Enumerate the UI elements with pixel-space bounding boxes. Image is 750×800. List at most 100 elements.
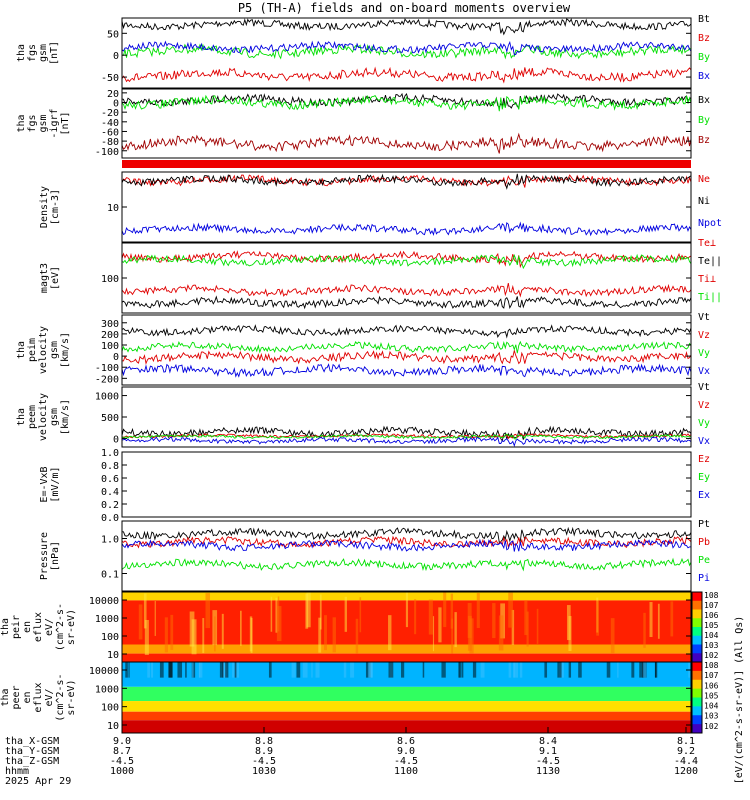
heatmap-streak	[225, 662, 229, 678]
heatmap-streak	[492, 603, 496, 639]
panel-fgs: 50 0 -50 tha fgs gsm [nT] Bt Bz By Bx	[16, 14, 710, 89]
x-row-value: 1130	[536, 766, 560, 777]
legend-Vx: Vx	[698, 366, 710, 377]
y-axis-label: [mV/m]	[50, 466, 61, 502]
heatmap-streak	[476, 593, 480, 629]
legend-Ti⊥: Ti⊥	[698, 274, 716, 285]
y-axis-label: tha	[0, 618, 11, 636]
heatmap-streak	[199, 662, 203, 678]
heatmap-streak	[249, 616, 253, 652]
y-axis-label: magt3	[39, 263, 50, 293]
y-tick-label: 100	[101, 632, 119, 643]
y-axis-label: E=-VxB	[39, 466, 50, 502]
heatmap-streak	[296, 662, 301, 678]
heatmap-streak	[170, 614, 174, 650]
colorbar-segment	[692, 662, 702, 672]
legend-Bz: Bz	[698, 33, 710, 44]
heatmap-streak	[164, 617, 168, 653]
heatmap-streak	[318, 617, 322, 653]
y-tick-label: 100	[101, 703, 119, 714]
heatmap-streak	[450, 593, 454, 629]
heatmap-streak	[177, 662, 183, 678]
heatmap-streak	[234, 662, 237, 678]
y-tick-label: 0	[113, 99, 119, 110]
x-row-value: 8.9	[255, 746, 273, 757]
series-fgs-Bt	[121, 18, 692, 36]
heatmap-streak	[639, 662, 644, 678]
heatmap-streak	[221, 613, 224, 649]
heatmap-streak	[219, 662, 224, 678]
colorbar-tick: 108	[704, 661, 719, 670]
heatmap-streak	[332, 617, 336, 653]
series-density-Ni	[121, 173, 692, 190]
legend-Bx: Bx	[698, 95, 710, 106]
heatmap-streak	[670, 601, 674, 637]
heatmap-streak	[428, 599, 433, 635]
y-axis-label: fgs	[27, 114, 38, 132]
y-tick-label: 10000	[89, 596, 119, 607]
heatmap-streak	[642, 662, 647, 678]
heatmap-streak	[191, 662, 194, 678]
y-tick-label: 10	[107, 203, 119, 214]
panel-frame	[121, 242, 692, 314]
y-axis-label: [eV]	[50, 266, 61, 290]
heatmap-streak	[655, 662, 657, 678]
heatmap-streak	[305, 593, 309, 629]
y-tick-label: 0.8	[101, 461, 119, 472]
y-tick-label: -60	[101, 127, 119, 138]
panel-frame	[121, 314, 692, 386]
panel-peir: 10000 1000 100 10 tha peir en eflux eV/(cm^2-s-s…	[0, 591, 692, 663]
y-axis-label: [cm-3]	[50, 189, 61, 225]
y-axis-label: [km/s]	[60, 332, 71, 368]
series-peim-Vx	[121, 363, 692, 378]
x-row-value: -4.4	[674, 756, 698, 767]
series-temp-Te⊥	[121, 250, 692, 269]
colorbar-segment	[692, 697, 702, 707]
heatmap-streak	[596, 600, 600, 636]
series-temp-Ti||	[121, 253, 692, 270]
y-axis-label: velocity	[38, 326, 49, 374]
heatmap-streak	[568, 616, 572, 652]
heatmap-streak	[324, 615, 327, 651]
panel-efield: 1.0 0.8 0.6 0.4 0.2 0.0 E=-VxB [mV/m] Ez Ey Ex	[39, 448, 710, 524]
legend-Ti||: Ti||	[698, 292, 722, 303]
panel-temp: 100 magt3 [eV] Te⊥ Te|| Ti⊥ Ti||	[39, 238, 722, 314]
legend-Vz: Vz	[698, 330, 710, 341]
legend-By: By	[698, 115, 710, 126]
y-axis-label: tha	[16, 408, 27, 426]
y-axis-label: gsm	[38, 44, 49, 62]
y-tick-label: 0.0	[101, 513, 119, 524]
heatmap-streak	[291, 662, 296, 678]
legend-Vt: Vt	[698, 382, 710, 393]
x-row-value: 9.0	[113, 736, 131, 747]
heatmap-streak	[432, 616, 435, 652]
panel-frame	[121, 17, 692, 89]
heatmap-streak	[643, 612, 646, 648]
x-row-value: 9.2	[677, 746, 695, 757]
colorbar-tick: 106	[704, 681, 719, 690]
heatmap-streak	[472, 662, 477, 678]
series-pressure-Pe	[121, 557, 692, 572]
y-axis-label: gsm	[49, 408, 60, 426]
x-row-value: -4.5	[394, 756, 418, 767]
colorbar-segment	[692, 627, 702, 637]
x-row-value: -4.5	[536, 756, 560, 767]
panel-frame	[121, 451, 692, 518]
heatmap-streak	[144, 619, 149, 655]
heatmap-streak	[277, 596, 280, 632]
y-tick-label: 0	[113, 352, 119, 363]
legend-Vy: Vy	[698, 418, 710, 429]
colorbar-tick: 105	[704, 691, 719, 700]
heatmap-streak	[143, 593, 147, 629]
y-tick-label: -40	[101, 118, 119, 129]
colorbar-segment	[692, 688, 702, 698]
y-axis-label: peir	[11, 615, 22, 639]
y-axis-label: (cm^2-s-	[55, 603, 66, 651]
y-axis-label: peer	[11, 685, 22, 709]
heatmap-streak	[147, 662, 150, 678]
series-pressure-Pt	[122, 526, 692, 544]
heatmap-streak	[467, 615, 472, 651]
heatmap-streak	[343, 662, 347, 678]
